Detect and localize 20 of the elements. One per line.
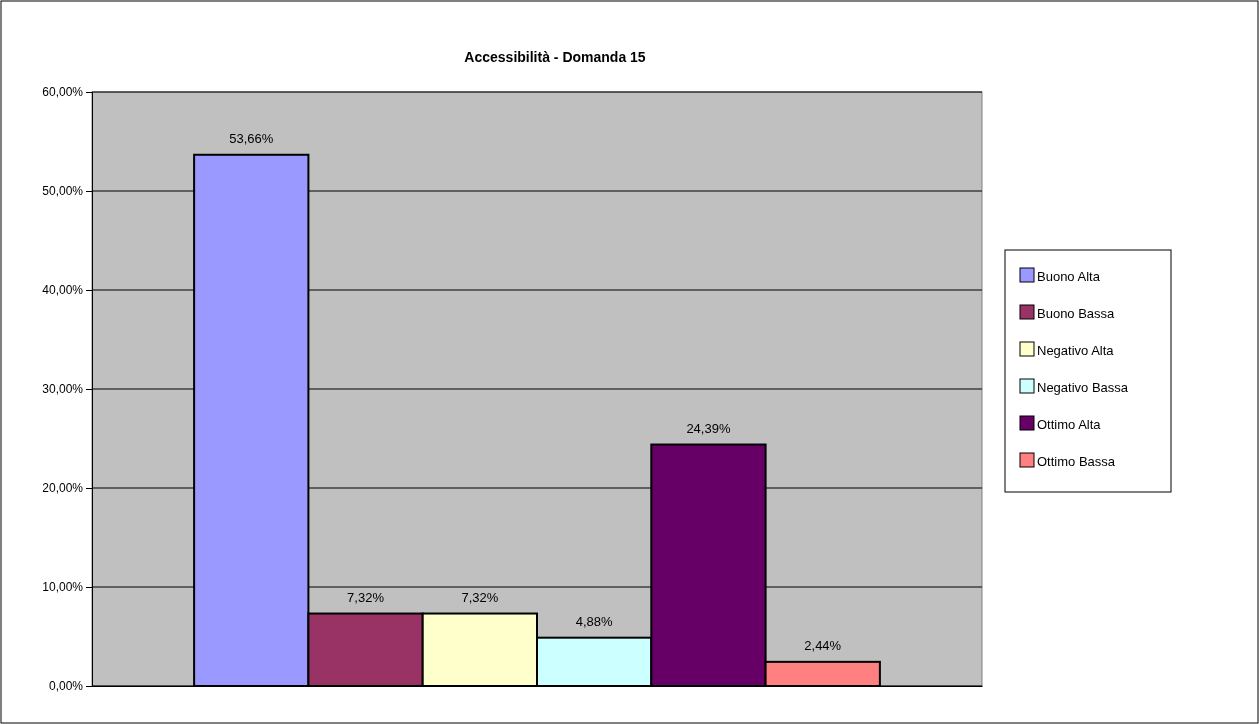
y-tick-label: 60,00%: [42, 85, 84, 100]
data-label: 53,66%: [229, 130, 274, 146]
y-tick-label: 20,00%: [42, 481, 84, 496]
y-tick-label: 40,00%: [42, 283, 84, 298]
data-label: 4,88%: [575, 613, 614, 629]
legend-label: Ottimo Alta: [1037, 417, 1102, 432]
y-tick-label: 30,00%: [42, 382, 84, 397]
data-label: 2,44%: [804, 637, 842, 653]
chart-title: Accessibilità - Domanda 15: [464, 49, 646, 65]
data-label: 7,32%: [461, 589, 499, 605]
legend-label: Buono Bassa: [1037, 306, 1116, 321]
legend-label: Buono Alta: [1037, 269, 1101, 284]
legend-label: Negativo Alta: [1037, 343, 1115, 358]
legend-label: Negativo Bassa: [1037, 380, 1129, 395]
y-tick-label: 50,00%: [42, 184, 84, 199]
y-tick-label: 0,00%: [48, 679, 84, 694]
y-tick-label: 10,00%: [42, 580, 84, 595]
data-label: 24,39%: [686, 420, 731, 436]
legend-label: Ottimo Bassa: [1037, 454, 1116, 469]
data-label: 7,32%: [347, 589, 385, 605]
